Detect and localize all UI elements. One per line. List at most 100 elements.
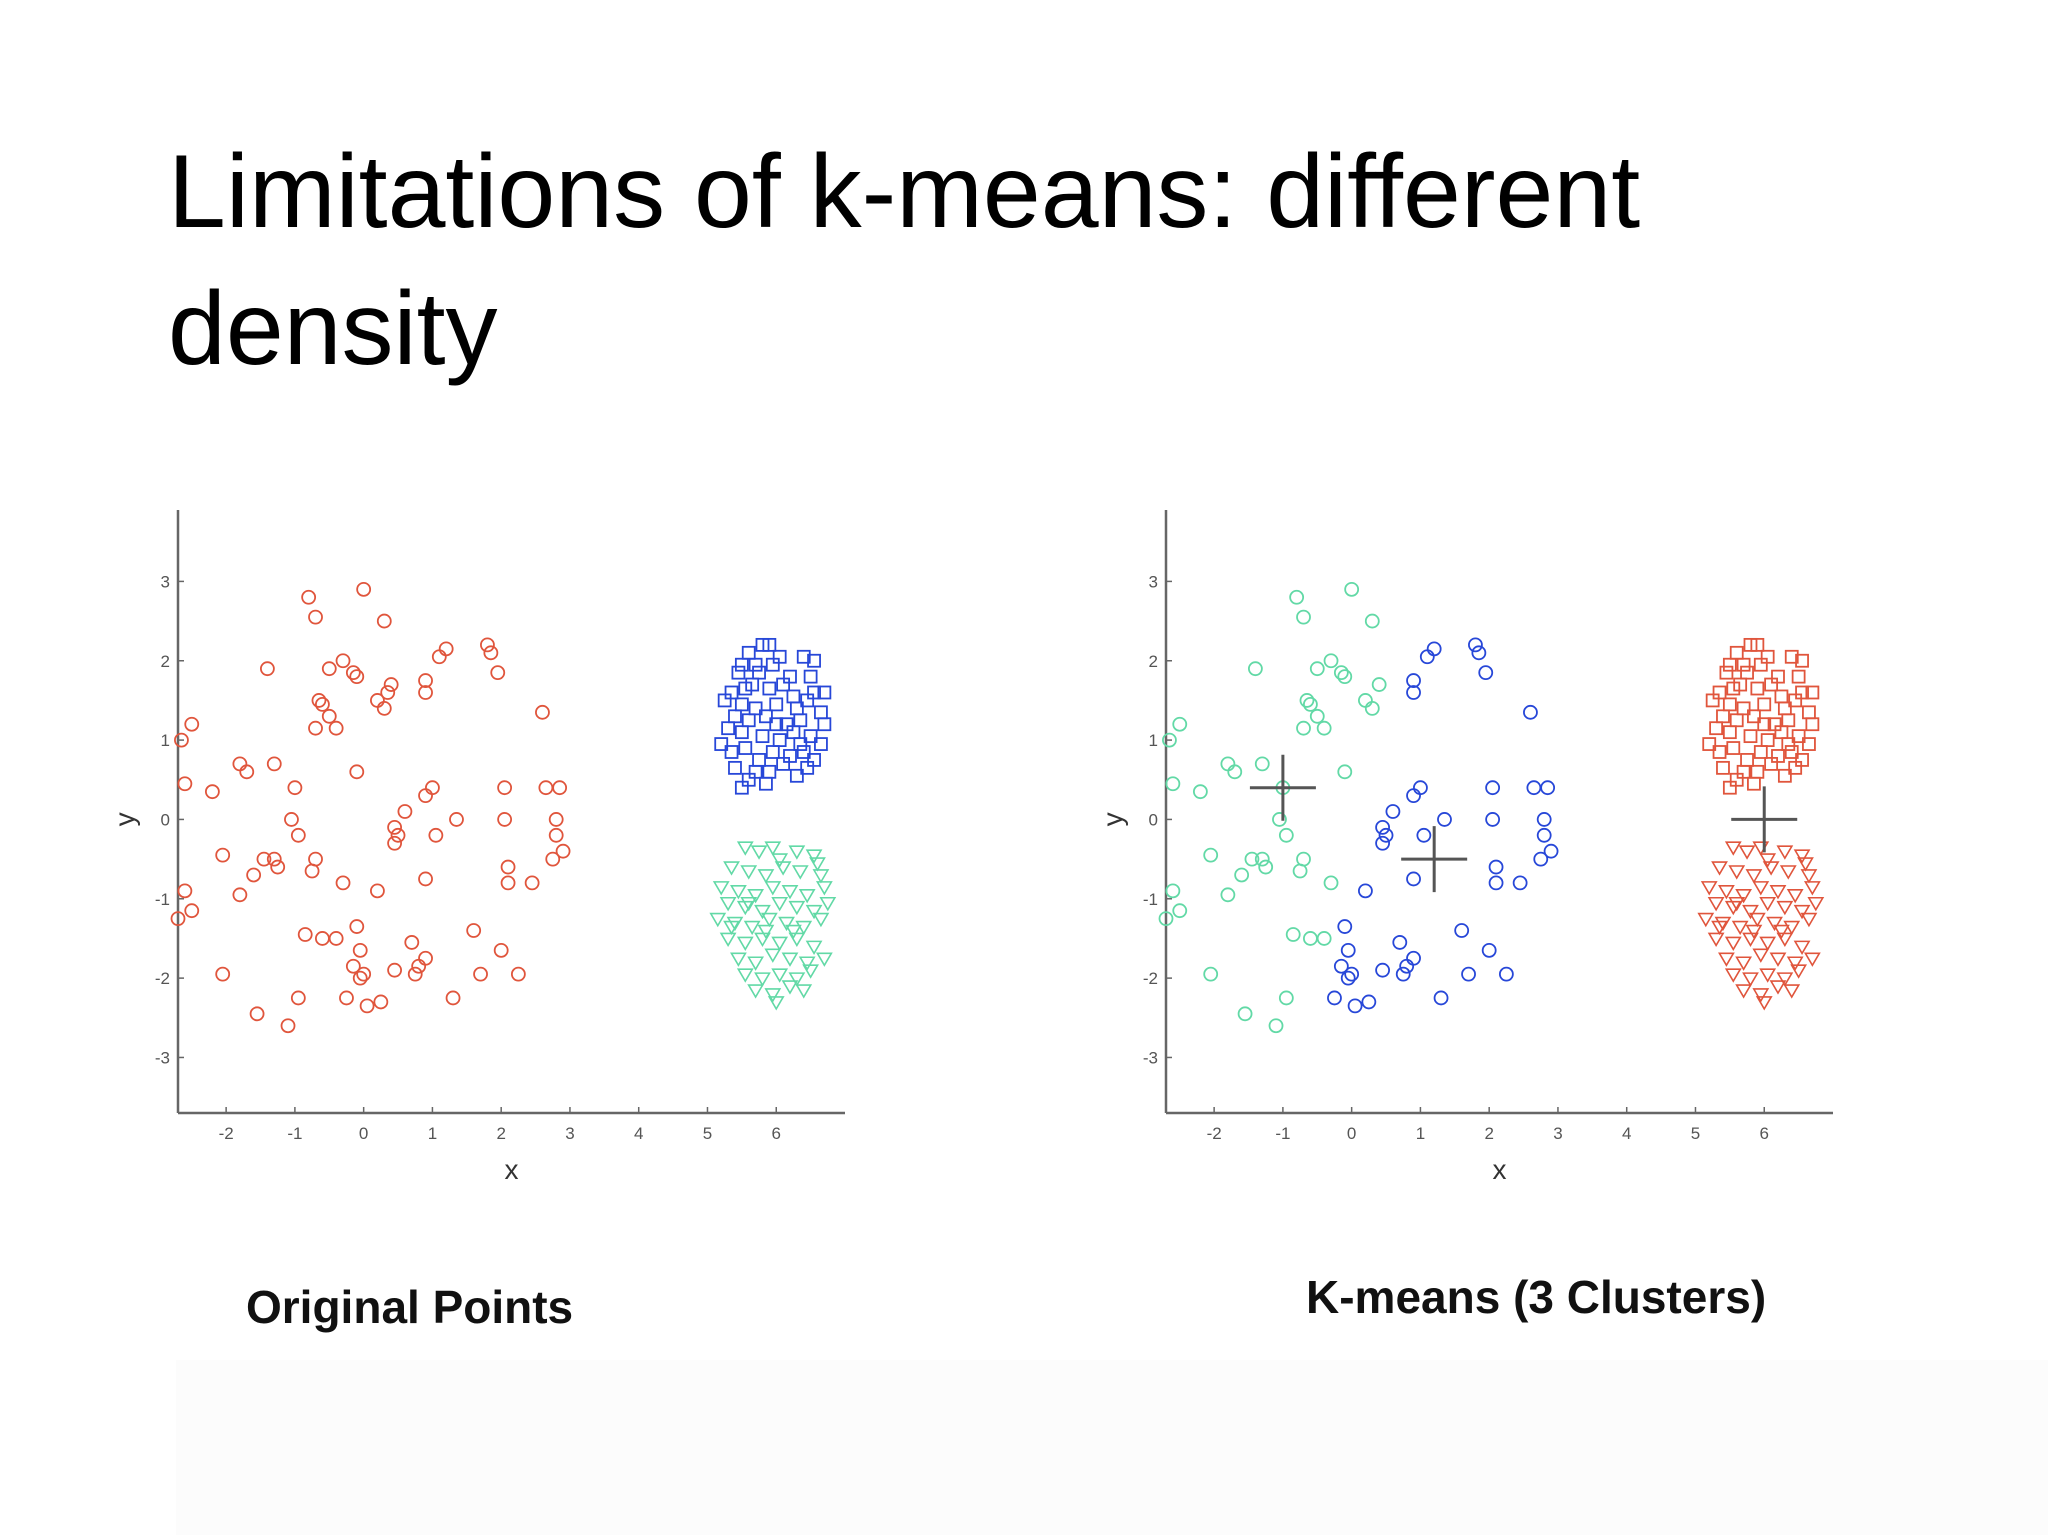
data-point-circle <box>345 958 361 974</box>
data-point-triangle <box>788 932 806 948</box>
data-point-square <box>752 665 766 680</box>
data-point-circle <box>538 780 554 796</box>
data-point-triangle <box>1711 920 1728 936</box>
data-point-triangle <box>1776 932 1794 948</box>
data-point-circle <box>1333 665 1349 681</box>
data-point-square <box>1719 665 1734 680</box>
data-point-square <box>769 697 784 712</box>
data-point-circle <box>356 581 372 597</box>
data-point-triangle <box>736 936 754 952</box>
data-point-triangle <box>1779 865 1797 880</box>
data-point-triangle <box>771 936 789 952</box>
data-point-circle <box>552 780 568 796</box>
x-tick-label: 6 <box>1760 1124 1769 1143</box>
data-point-square <box>1753 657 1768 672</box>
data-point-circle <box>1378 827 1394 843</box>
data-point-circle <box>345 665 361 681</box>
x-tick-label: 5 <box>703 1124 712 1143</box>
data-point-triangle <box>798 889 816 904</box>
data-point-square <box>759 709 773 724</box>
data-point-triangle <box>1735 984 1753 999</box>
data-point-circle <box>1244 851 1260 867</box>
data-point-square <box>1702 737 1717 751</box>
data-point-circle <box>1303 696 1318 712</box>
data-point-circle <box>232 756 248 772</box>
data-point-square <box>1709 721 1724 736</box>
data-point-circle <box>1468 637 1483 653</box>
data-point-circle <box>1481 942 1497 958</box>
data-point-circle <box>1536 812 1552 827</box>
data-point-square <box>1764 677 1779 692</box>
data-point-circle <box>308 851 323 867</box>
data-point-triangle <box>1769 952 1787 967</box>
y-tick-label: 0 <box>1149 810 1158 829</box>
data-point-circle <box>466 923 482 938</box>
data-point-circle <box>380 685 396 700</box>
data-point-square <box>1750 681 1765 696</box>
data-point-square <box>721 721 736 736</box>
data-point-triangle <box>719 896 737 912</box>
data-point-circle <box>1488 875 1504 891</box>
data-point-circle <box>184 716 200 732</box>
data-point-square <box>814 705 828 720</box>
x-axis-label: x <box>505 1154 519 1185</box>
data-point-square <box>1722 697 1737 712</box>
x-tick-label: 0 <box>359 1124 368 1143</box>
data-point-circle <box>1162 732 1177 748</box>
data-point-circle <box>1471 645 1487 661</box>
slide-title: Limitations of k-means: different densit… <box>168 134 1641 387</box>
y-tick-label: 3 <box>1149 572 1158 591</box>
data-point-circle <box>266 851 282 867</box>
data-point-circle <box>373 994 389 1010</box>
data-point-triangle <box>1759 968 1777 983</box>
data-point-triangle <box>1759 853 1777 868</box>
data-point-triangle <box>815 952 833 967</box>
data-point-triangle <box>747 956 765 971</box>
data-point-square <box>1750 764 1765 779</box>
data-point-square <box>1795 653 1809 668</box>
data-point-circle <box>524 875 540 891</box>
data-point-circle <box>1358 693 1373 708</box>
data-point-triangle <box>1718 952 1735 967</box>
data-point-circle <box>1406 950 1421 966</box>
data-point-triangle <box>1728 896 1746 912</box>
data-point-square <box>1747 709 1761 724</box>
data-point-circle <box>1316 931 1332 946</box>
data-point-triangle <box>1735 889 1753 904</box>
data-point-square <box>1722 780 1737 795</box>
data-point-circle <box>359 998 375 1014</box>
data-point-triangle <box>1707 932 1725 948</box>
data-point-square <box>762 764 777 779</box>
data-point-circle <box>311 693 327 708</box>
data-point-circle <box>387 819 403 835</box>
data-point-square <box>1802 705 1816 720</box>
data-point-circle <box>232 887 248 903</box>
data-point-square <box>1757 697 1772 712</box>
data-point-circle <box>1419 649 1435 665</box>
data-point-circle <box>170 911 186 927</box>
y-tick-label: -3 <box>155 1048 170 1067</box>
data-point-circle <box>438 641 454 657</box>
data-point-circle <box>1375 819 1391 835</box>
data-point-triangle <box>1707 896 1725 912</box>
data-point-triangle <box>771 853 789 868</box>
data-point-triangle <box>1755 996 1773 1011</box>
data-point-square <box>1802 737 1816 751</box>
data-point-circle <box>370 693 385 708</box>
x-tick-label: 2 <box>1484 1124 1493 1143</box>
data-point-triangle <box>795 984 813 999</box>
x-tick-label: -1 <box>287 1124 302 1143</box>
y-tick-label: -2 <box>1143 969 1158 988</box>
data-point-circle <box>304 863 320 879</box>
data-point-circle <box>339 990 354 1006</box>
data-point-circle <box>1399 958 1415 974</box>
data-point-circle <box>1512 875 1528 891</box>
data-point-circle <box>290 990 306 1006</box>
data-point-square <box>1757 717 1772 732</box>
data-point-circle <box>1406 871 1421 887</box>
data-point-circle <box>1478 665 1494 681</box>
data-point-circle <box>1234 867 1250 883</box>
data-point-square <box>734 697 749 712</box>
data-point-circle <box>174 732 189 748</box>
data-point-triangle <box>1769 885 1787 900</box>
